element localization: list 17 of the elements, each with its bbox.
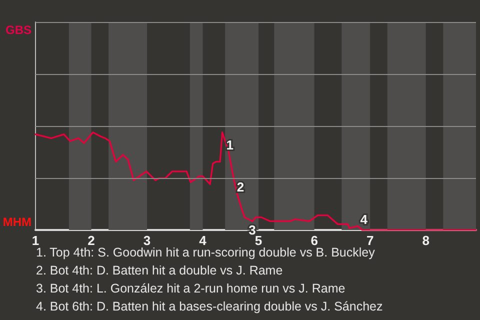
annotation: 4 <box>360 212 368 227</box>
x-tick-label: 2 <box>88 233 95 248</box>
x-tick-label: 1 <box>32 233 40 248</box>
text: 3. Bot 4th: L. González hit a 2-run home run vs J. Rame <box>36 282 346 296</box>
x-tick-label: 5 <box>254 233 262 248</box>
annotation: 2 <box>236 179 244 194</box>
annotation: 1 <box>226 137 234 152</box>
text: GBS <box>5 23 32 37</box>
x-tick-label: 7 <box>366 233 374 248</box>
x-tick-label: 3 <box>143 233 151 248</box>
text: MHM <box>2 215 32 229</box>
x-tick-label: 4 <box>199 233 208 248</box>
x-tick-label: 6 <box>310 233 318 248</box>
text: 4. Bot 6th: D. Batten hit a bases-clearing double vs J. Sánchez <box>36 300 383 314</box>
text: 1. Top 4th: S. Goodwin hit a run-scoring double vs B. Buckley <box>36 246 376 260</box>
text: 2. Bot 4th: D. Batten hit a double vs J. Rame <box>36 264 283 278</box>
x-tick-label: 8 <box>422 233 430 248</box>
